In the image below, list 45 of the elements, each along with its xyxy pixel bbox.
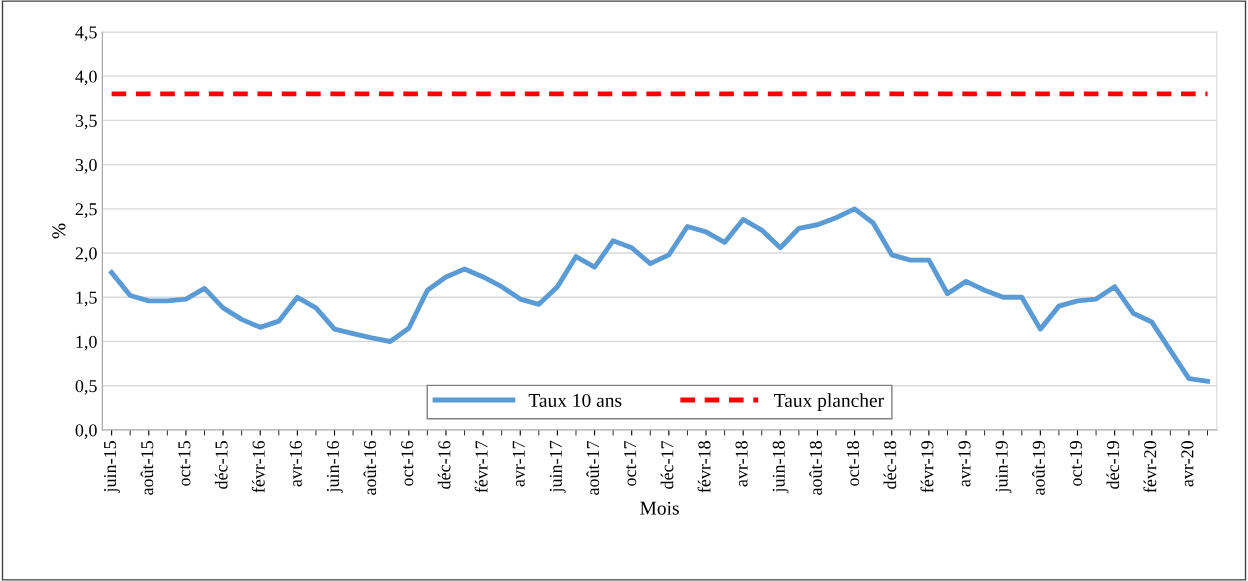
x-tick-label: juin-17 [549,440,566,494]
y-tick-label: 0,5 [75,379,97,395]
x-tick-label: oct-17 [624,440,637,486]
y-tick-label: 2,0 [75,247,97,263]
x-tick-label: juin-15 [104,441,120,494]
x-tick-label: déc-17 [660,440,674,489]
y-tick-label: 1,0 [76,335,97,351]
y-tick-label: 0,0 [75,424,97,439]
x-tick-label: avr-18 [735,441,748,487]
x-tick-label: févr-16 [251,440,265,493]
y-axis-title: % [52,223,66,239]
x-tick-label: juin-18 [772,441,789,494]
y-tick-label: 4,5 [75,26,97,41]
x-tick-label: août-15 [140,441,154,495]
line-series [109,206,1210,384]
x-axis-title: Mois [640,501,679,515]
y-tick-label: 3,5 [75,114,97,130]
x-tick-label: juin-19 [995,441,1012,494]
x-tick-label: févr-19 [920,441,934,493]
x-tick-label: oct-19 [1069,441,1083,486]
x-tick-label: août-16 [363,440,377,495]
x-tick-label: oct-16 [401,440,414,486]
y-tick-label: 4,0 [75,70,97,86]
x-tick-label: déc-16 [437,440,451,489]
x-tick-label: juin-16 [326,440,343,494]
x-tick-label: févr-18 [697,441,711,493]
legend-label: Taux plancher [774,393,884,411]
x-tick-label: déc-15 [214,441,228,489]
legend-label: Taux 10 ans [528,393,622,408]
x-tick-label: déc-18 [883,441,897,489]
x-tick-label: oct-15 [178,441,191,486]
x-tick-label: août-17 [586,440,600,495]
x-tick-label: avr-16 [289,440,302,487]
x-tick-label: avr-20 [1181,441,1194,487]
y-tick-label: 2,5 [75,203,97,218]
x-tick-label: déc-19 [1106,441,1120,489]
x-tick-label: août-19 [1032,441,1045,495]
y-tick-label: 3,0 [75,158,97,174]
y-tick-label: 1,5 [76,291,97,307]
x-tick-label: févr-17 [474,440,488,493]
x-tick-label: févr-20 [1143,441,1157,493]
x-tick-label: avr-19 [958,441,971,487]
x-tick-label: août-18 [809,441,822,495]
x-tick-label: oct-18 [846,441,860,486]
x-tick-label: avr-17 [512,440,525,487]
